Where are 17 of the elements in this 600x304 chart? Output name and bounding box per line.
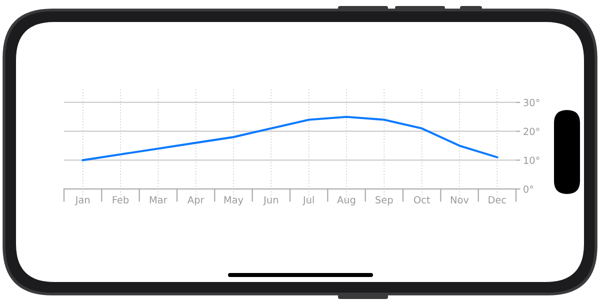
line-series (82, 116, 498, 162)
x-tick-label: Jun (263, 196, 278, 206)
x-tick-label: Mar (150, 196, 168, 204)
x-tick-label: Apr (188, 196, 204, 206)
y-tick-label: 30° (524, 98, 540, 106)
x-tick-label: May (224, 196, 244, 206)
x-tick-label: Feb (112, 196, 129, 204)
x-tick-label: Jul (302, 196, 314, 206)
y-tick-label: 20° (524, 128, 540, 136)
x-tick-label: Oct (414, 196, 430, 204)
x-tick-label: Jan (74, 196, 90, 206)
x-tick-label: Nov (450, 196, 469, 204)
x-tick-label: Aug (337, 196, 356, 206)
x-tick-label: Dec (488, 196, 506, 204)
x-tick-label: Sep (376, 196, 393, 206)
y-tick-label: 0° (524, 185, 534, 193)
y-tick-label: 10° (524, 156, 540, 164)
